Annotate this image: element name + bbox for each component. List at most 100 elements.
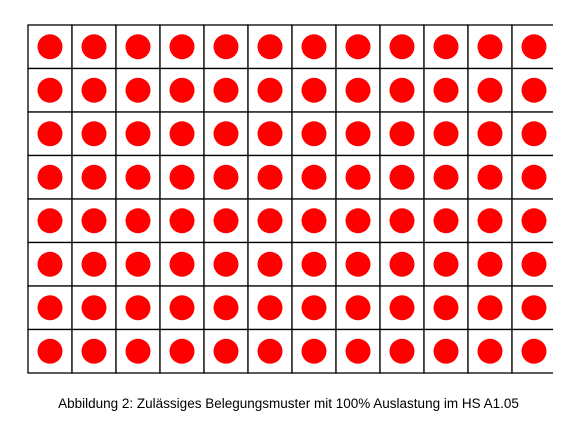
occupied-seat-dot (477, 121, 503, 147)
occupied-seat-dot (37, 164, 63, 190)
occupied-seat-dot (521, 338, 547, 364)
occupied-seat-dot (37, 295, 63, 321)
occupied-seat-dot (433, 164, 459, 190)
occupied-seat-dot (301, 34, 327, 60)
occupied-seat-dot (257, 208, 283, 234)
occupied-seat-dot (257, 77, 283, 103)
occupied-seat-dot (477, 77, 503, 103)
occupied-seat-dot (169, 208, 195, 234)
occupied-seat-dot (125, 208, 151, 234)
occupied-seat-dot (169, 295, 195, 321)
occupied-seat-dot (257, 121, 283, 147)
occupied-seat-dot (521, 295, 547, 321)
occupied-seat-dot (301, 164, 327, 190)
occupied-seat-dot (81, 77, 107, 103)
occupied-seat-dot (301, 338, 327, 364)
occupied-seat-dot (433, 251, 459, 277)
occupied-seat-dot (213, 164, 239, 190)
occupied-seat-dot (345, 34, 371, 60)
occupied-seat-dot (301, 121, 327, 147)
occupied-seat-dot (213, 208, 239, 234)
occupied-seat-dot (477, 251, 503, 277)
occupied-seat-dot (521, 34, 547, 60)
occupied-seat-dot (477, 208, 503, 234)
occupied-seat-dot (345, 251, 371, 277)
occupied-seat-dot (433, 34, 459, 60)
figure-caption: Abbildung 2: Zulässiges Belegungsmuster … (58, 396, 519, 411)
occupied-seat-dot (213, 34, 239, 60)
occupied-seat-dot (345, 338, 371, 364)
occupied-seat-dot (213, 295, 239, 321)
occupied-seat-dot (521, 77, 547, 103)
occupied-seat-dot (433, 77, 459, 103)
occupied-seat-dot (37, 338, 63, 364)
occupied-seat-dot (169, 121, 195, 147)
occupied-seat-dot (169, 77, 195, 103)
occupied-seat-dot (521, 251, 547, 277)
occupied-seat-dot (301, 251, 327, 277)
seat-cell (159, 111, 205, 157)
occupied-seat-dot (169, 251, 195, 277)
seat-cell (467, 198, 513, 244)
occupied-seat-dot (389, 77, 415, 103)
occupied-seat-dot (257, 34, 283, 60)
occupied-seat-dot (125, 77, 151, 103)
occupied-seat-dot (389, 338, 415, 364)
occupied-seat-dot (389, 251, 415, 277)
occupied-seat-dot (477, 34, 503, 60)
occupied-seat-dot (345, 77, 371, 103)
occupied-seat-dot (125, 164, 151, 190)
occupied-seat-dot (433, 121, 459, 147)
occupied-seat-dot (125, 295, 151, 321)
occupied-seat-dot (213, 121, 239, 147)
seat-cell (159, 198, 205, 244)
occupied-seat-dot (213, 77, 239, 103)
occupied-seat-dot (521, 208, 547, 234)
occupied-seat-dot (477, 164, 503, 190)
occupied-seat-dot (389, 121, 415, 147)
occupied-seat-dot (81, 164, 107, 190)
occupied-seat-dot (81, 208, 107, 234)
occupied-seat-dot (345, 295, 371, 321)
occupied-seat-dot (213, 338, 239, 364)
occupied-seat-dot (389, 164, 415, 190)
seating-grid (27, 24, 553, 374)
occupied-seat-dot (257, 295, 283, 321)
occupied-seat-dot (301, 77, 327, 103)
occupied-seat-dot (37, 208, 63, 234)
occupied-seat-dot (477, 338, 503, 364)
occupied-seat-dot (37, 251, 63, 277)
occupied-seat-dot (125, 338, 151, 364)
occupied-seat-dot (81, 121, 107, 147)
occupied-seat-dot (389, 34, 415, 60)
occupied-seat-dot (169, 338, 195, 364)
occupied-seat-dot (345, 121, 371, 147)
occupied-seat-dot (81, 338, 107, 364)
occupied-seat-dot (345, 208, 371, 234)
seat-cell (335, 24, 381, 70)
occupied-seat-dot (37, 77, 63, 103)
occupied-seat-dot (81, 34, 107, 60)
occupied-seat-dot (433, 208, 459, 234)
occupied-seat-dot (213, 251, 239, 277)
occupied-seat-dot (81, 251, 107, 277)
occupied-seat-dot (301, 295, 327, 321)
occupied-seat-dot (433, 338, 459, 364)
occupied-seat-dot (257, 251, 283, 277)
occupied-seat-dot (521, 121, 547, 147)
occupied-seat-dot (389, 208, 415, 234)
occupied-seat-dot (257, 164, 283, 190)
occupied-seat-dot (477, 295, 503, 321)
occupied-seat-dot (345, 164, 371, 190)
occupied-seat-dot (301, 208, 327, 234)
occupied-seat-dot (125, 34, 151, 60)
occupied-seat-dot (81, 295, 107, 321)
seat-cell (203, 198, 249, 244)
occupied-seat-dot (521, 164, 547, 190)
occupied-seat-dot (169, 164, 195, 190)
occupied-seat-dot (389, 295, 415, 321)
occupied-seat-dot (37, 121, 63, 147)
occupied-seat-dot (257, 338, 283, 364)
occupied-seat-dot (433, 295, 459, 321)
occupied-seat-dot (125, 121, 151, 147)
